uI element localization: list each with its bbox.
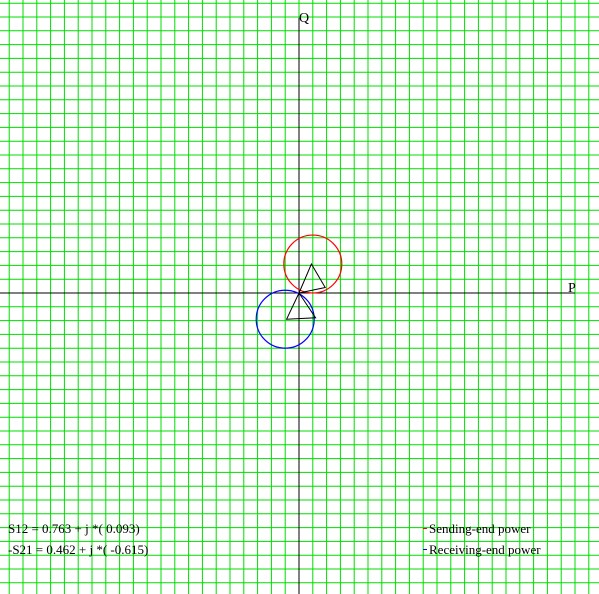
sending-end-legend-label: Sending-end power <box>429 521 531 536</box>
receiving-end-circle <box>255 289 315 349</box>
p-axis-label: P <box>568 281 576 296</box>
receiving-end-legend-swatch <box>423 549 427 550</box>
sending-end-circle <box>283 234 343 294</box>
receiving-end-power-triangle <box>285 292 317 320</box>
sending-end-power-triangle <box>298 262 326 294</box>
s21-result: -S21 = 0.462 + j *( -0.615) <box>8 542 149 557</box>
sending-end-legend-swatch <box>423 528 427 529</box>
s12-result: S12 = 0.763 + j *( 0.093) <box>8 521 140 536</box>
receiving-end-legend-label: Receiving-end power <box>429 542 541 557</box>
q-axis-label: Q <box>299 11 310 26</box>
